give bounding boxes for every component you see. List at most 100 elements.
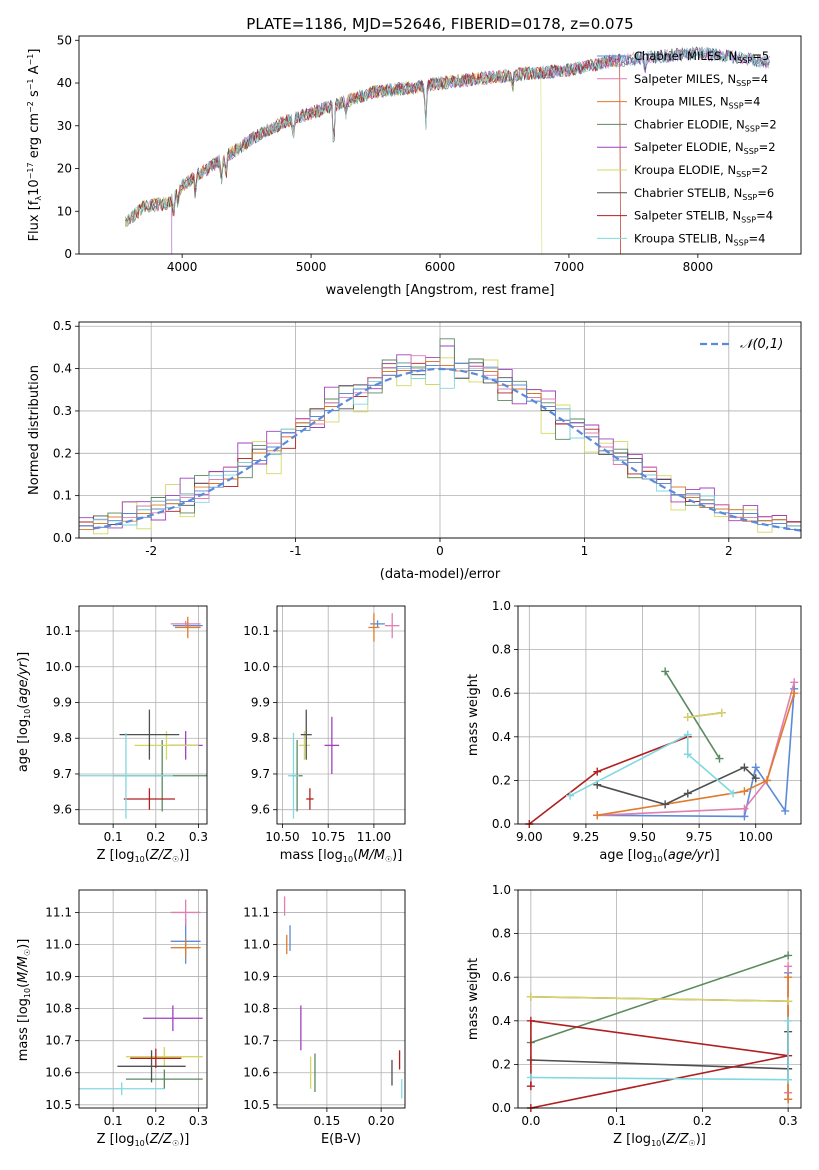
weight-marker	[526, 1082, 535, 1091]
y-tick-label: 0.2	[492, 773, 511, 787]
spectrum-line	[125, 46, 770, 225]
x-tick-label: 0.3	[189, 830, 208, 844]
x-tick-label: 1	[581, 544, 589, 558]
y-tick-label: 0.6	[492, 970, 511, 984]
x-axis-label: mass [log10(M/M☉)]	[280, 848, 403, 864]
x-tick-label: 10.75	[311, 830, 345, 844]
y-tick-label: 0	[64, 247, 72, 261]
x-tick-label: 7000	[554, 260, 585, 274]
weight-marker	[566, 791, 575, 800]
y-tick-label: 10.5	[45, 1098, 72, 1112]
legend-label: Salpeter STELIB, NSSP=4	[634, 209, 773, 225]
y-tick-label: 10.0	[243, 660, 270, 674]
legend-label: Kroupa STELIB, NSSP=4	[634, 231, 765, 247]
x-tick-label: 0.0	[521, 1114, 540, 1128]
x-tick-label: 0.1	[104, 830, 123, 844]
mass-vs-metallicity-plot: 0.1 0.2 0.3 10.5 10.6 10.7 10.8 10.9 11.0 11.1 Z […	[16, 889, 208, 1148]
weight-marker	[717, 708, 726, 717]
weight-line	[597, 682, 795, 817]
mass-vs-ebv-plot: 0.15 0.20 10.5 10.6 10.7 10.8 10.9 11.0 11.1 E(B-…	[243, 889, 406, 1147]
axes-frame	[276, 889, 406, 1109]
weight-marker	[751, 763, 760, 772]
histogram-legend: 𝒩(0,1)	[700, 337, 783, 352]
y-tick-label: 0.8	[492, 927, 511, 941]
weight-line	[597, 692, 795, 817]
weight-line	[664, 670, 721, 760]
x-tick-label: 9.00	[516, 830, 543, 844]
weight-marker	[740, 812, 749, 821]
y-tick-label: 0.4	[53, 362, 72, 376]
age-vs-mass-plot: 10.50 10.75 11.00 9.6 9.7 9.8 9.9 10.0 10.1 mass …	[243, 605, 406, 864]
x-tick-label: 10.50	[265, 830, 299, 844]
y-tick-label: 9.9	[53, 695, 72, 709]
y-tick-label: 10.6	[45, 1066, 72, 1080]
spectrum-line	[125, 66, 543, 254]
figure-title: PLATE=1186, MJD=52646, FIBERID=0178, z=0…	[246, 15, 633, 33]
x-tick-label: 9.50	[629, 830, 656, 844]
spectrum-line	[125, 54, 621, 254]
weight-marker	[784, 1075, 793, 1084]
y-axis-label: mass weight	[466, 674, 481, 756]
x-tick-label: 6000	[425, 260, 456, 274]
y-tick-label: 10.0	[45, 660, 72, 674]
y-axis-label: mass weight	[466, 958, 481, 1040]
weight-marker	[784, 951, 793, 960]
legend-label: Kroupa MILES, NSSP=4	[634, 95, 760, 111]
gaussian-curve	[93, 367, 801, 532]
y-tick-label: 0.6	[492, 686, 511, 700]
axes-frame	[78, 35, 802, 255]
plot-area	[283, 896, 403, 1099]
y-tick-label: 9.9	[251, 695, 270, 709]
weight-line	[569, 733, 734, 797]
x-tick-label: 0.3	[189, 1114, 208, 1128]
weight-marker	[661, 800, 670, 809]
weight-marker	[740, 787, 749, 796]
axes-frame	[78, 321, 802, 539]
weight-marker	[790, 678, 799, 687]
y-tick-label: 0.5	[53, 319, 72, 333]
x-tick-label: -1	[290, 544, 302, 558]
y-tick-label: 9.6	[53, 803, 72, 817]
spectrum-line	[125, 54, 621, 254]
axes-frame	[517, 605, 802, 825]
y-tick-label: 9.8	[53, 731, 72, 745]
y-tick-label: 11.0	[243, 938, 270, 952]
x-tick-label: -2	[145, 544, 157, 558]
weight-line	[597, 688, 795, 818]
legend-label: Salpeter ELODIE, NSSP=2	[634, 140, 776, 156]
weight-marker	[683, 713, 692, 722]
weight-marker	[784, 973, 793, 982]
y-tick-label: 40	[57, 76, 72, 90]
weight-marker	[784, 997, 793, 1006]
legend-label: Chabrier ELODIE, NSSP=2	[634, 117, 777, 133]
legend-label: Salpeter MILES, NSSP=4	[634, 72, 768, 88]
y-tick-label: 9.7	[251, 767, 270, 781]
weight-marker	[781, 806, 790, 815]
y-tick-label: 11.1	[45, 905, 72, 919]
plot-area	[79, 899, 203, 1096]
plot-area	[125, 46, 770, 254]
histogram-series	[79, 362, 801, 531]
y-tick-label: 0.4	[492, 730, 511, 744]
x-tick-label: 4000	[167, 260, 198, 274]
x-tick-label: 8000	[683, 260, 714, 274]
legend-label: Kroupa ELODIE, NSSP=2	[634, 163, 768, 179]
y-tick-label: 0.2	[492, 1057, 511, 1071]
y-tick-label: 10.9	[243, 970, 270, 984]
x-axis-label: wavelength [Angstrom, rest frame]	[326, 283, 555, 298]
y-tick-label: 9.8	[251, 731, 270, 745]
weight-marker	[683, 730, 692, 739]
weight-marker	[526, 992, 535, 1001]
y-tick-label: 0.4	[492, 1014, 511, 1028]
y-tick-label: 0.8	[492, 643, 511, 657]
y-tick-label: 0.0	[492, 1101, 511, 1115]
weight-marker	[740, 763, 749, 772]
x-tick-label: 9.25	[573, 830, 600, 844]
x-tick-label: 0.1	[104, 1114, 123, 1128]
y-tick-label: 10	[57, 204, 72, 218]
y-tick-label: 9.6	[251, 803, 270, 817]
y-tick-label: 10.6	[243, 1066, 270, 1080]
x-axis-label: age [log10(age/yr)]	[599, 848, 719, 864]
plot-area	[525, 667, 799, 828]
mass-weight-vs-age-plot: 9.00 9.25 9.50 9.75 10.00 0.0 0.2 0.4 0.6 0.8 1.0 a…	[466, 599, 802, 864]
